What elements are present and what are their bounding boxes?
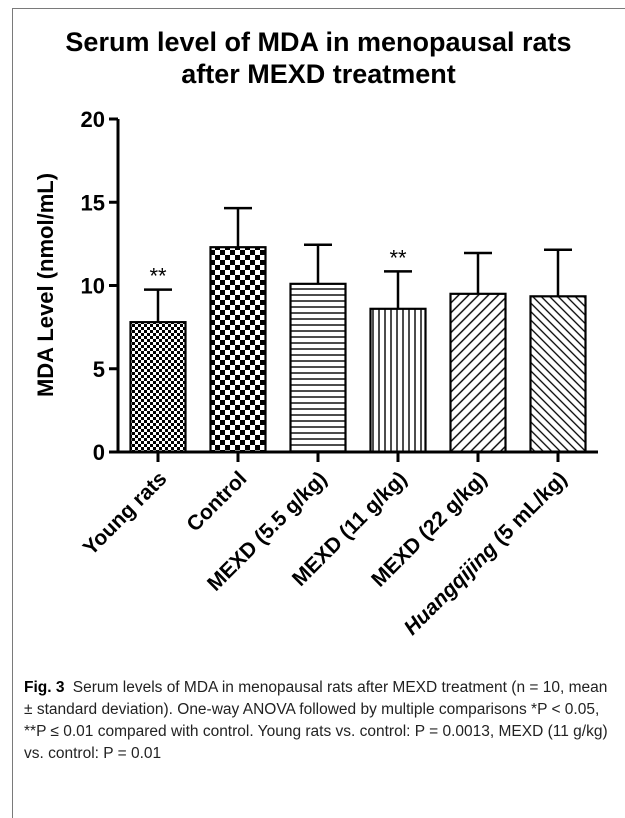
- bar: [209, 246, 267, 454]
- y-axis-label: MDA Level (nmol/mL): [33, 173, 58, 397]
- x-tick-label: Young rats: [79, 467, 172, 560]
- caption-label: Fig. 3: [24, 679, 65, 696]
- x-tick-label: Control: [182, 467, 251, 536]
- bar: [449, 292, 507, 454]
- bars: ** **: [129, 206, 587, 454]
- figure-frame: [12, 8, 625, 818]
- caption-text: Serum levels of MDA in menopausal rats a…: [24, 679, 608, 762]
- figure-caption: Fig. 3 Serum levels of MDA in menopausal…: [24, 677, 616, 765]
- y-tick-label: 5: [93, 357, 105, 382]
- chart-title-line-2: after MEXD treatment: [181, 59, 456, 89]
- bar: [529, 295, 587, 454]
- chart-title-line-1: Serum level of MDA in menopausal rats: [65, 27, 572, 57]
- bar: [129, 321, 187, 454]
- chart-title: Serum level of MDA in menopausal rats af…: [12, 26, 625, 90]
- significance-label: **: [149, 264, 167, 289]
- x-tick-label: Huangqijing (5 mL/kg): [399, 467, 571, 639]
- y-tick-label: 10: [81, 274, 105, 299]
- significance-label: **: [389, 245, 407, 270]
- y-tick-label: 0: [93, 440, 105, 465]
- y-tick-label: 15: [81, 190, 105, 215]
- bar: [289, 282, 347, 454]
- bar: [369, 307, 427, 454]
- y-tick-label: 20: [81, 107, 105, 132]
- y-axis: 0 5 10 15 20: [81, 107, 120, 465]
